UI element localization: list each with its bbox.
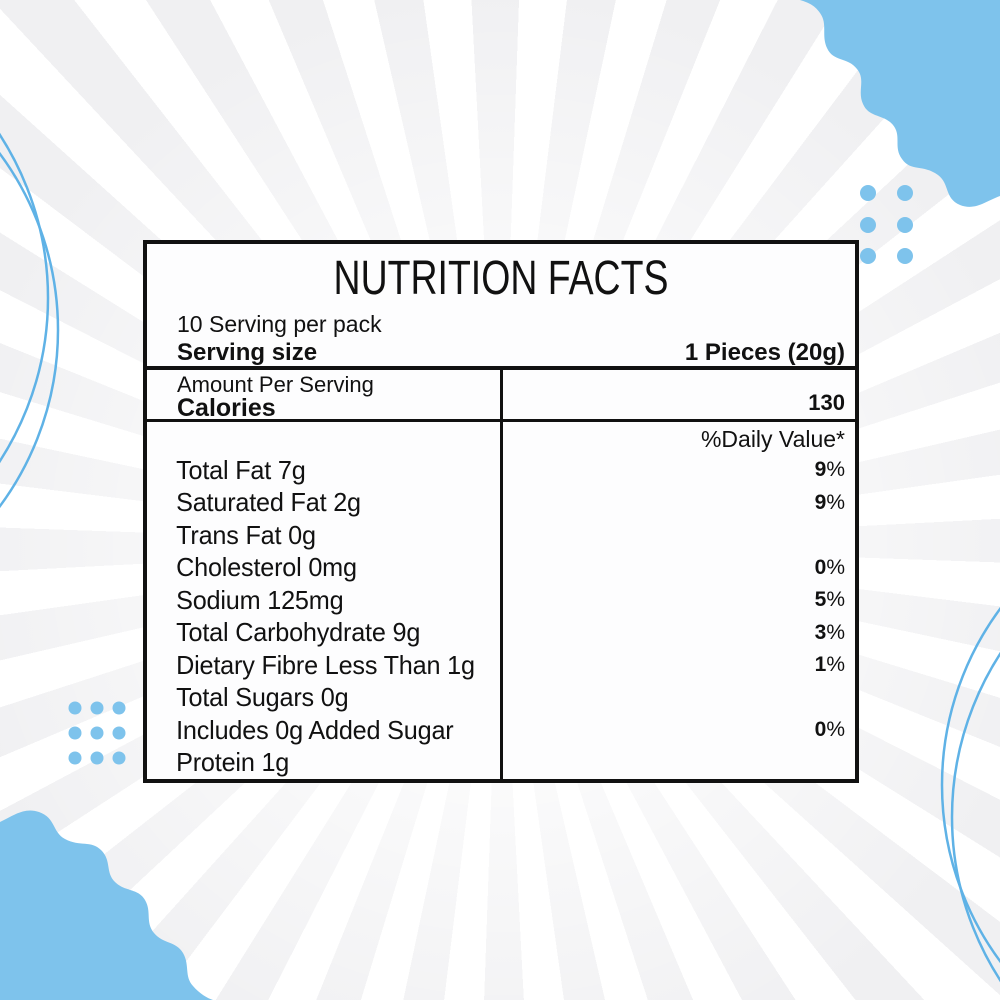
label-title: NUTRITION FACTS xyxy=(333,252,669,305)
serving-size-value: 1 Pieces (20g) xyxy=(684,339,845,366)
nutrient-label: Protein 1g xyxy=(176,747,290,778)
nutrient-daily-value: 3% xyxy=(814,620,845,644)
nutrient-label: Sodium 125mg xyxy=(176,584,344,615)
nutrient-daily-value: 9% xyxy=(814,490,845,514)
nutrient-label: Total Carbohydrate 9g xyxy=(176,617,421,648)
column-divider xyxy=(500,366,503,779)
nutrient-row: Trans Fat 0g xyxy=(147,519,855,552)
nutrient-daily-value: 9% xyxy=(814,458,845,482)
nutrient-row: Total Fat 7g 9% xyxy=(147,454,855,487)
nutrient-table: %Daily Value* Total Fat 7g 9% Saturated Fa… xyxy=(147,422,855,779)
dot-grid-bottom-left-icon xyxy=(68,701,126,765)
serving-size-label: Serving size xyxy=(177,339,318,366)
circle-outlines-right-icon xyxy=(940,607,1000,982)
calories-label: Calories xyxy=(177,394,276,422)
nutrition-label: NUTRITION FACTS 10 Serving per pack Serv… xyxy=(143,240,859,783)
nutrient-label: Cholesterol 0mg xyxy=(176,552,357,583)
dot-grid-top-right-icon xyxy=(860,185,913,264)
nutrient-label: Trans Fat 0g xyxy=(176,519,316,550)
nutrient-daily-value: 0% xyxy=(814,718,845,742)
nutrient-label: Includes 0g Added Sugar xyxy=(176,714,454,745)
nutrient-row: Cholesterol 0mg 0% xyxy=(147,552,855,585)
nutrient-daily-value: 1% xyxy=(814,653,845,677)
serving-size-row: Serving size 1 Pieces (20g) xyxy=(147,337,855,367)
daily-value-header: %Daily Value* xyxy=(700,426,845,452)
blob-top-right-icon xyxy=(800,0,1000,207)
nutrient-row: Total Sugars 0g xyxy=(147,682,855,715)
circle-outlines-left-icon xyxy=(0,133,60,508)
nutrient-label: Total Fat 7g xyxy=(176,454,306,485)
nutrient-row: Sodium 125mg 5% xyxy=(147,584,855,617)
calories-section: Amount Per Serving Calories 130 xyxy=(147,370,855,422)
label-header: NUTRITION FACTS 10 Serving per pack Serv… xyxy=(147,244,855,367)
nutrient-daily-value: 0% xyxy=(814,555,845,579)
nutrient-row: Includes 0g Added Sugar 0% xyxy=(147,714,855,747)
blob-bottom-left-icon xyxy=(0,810,213,1000)
nutrient-label: Total Sugars 0g xyxy=(176,682,349,713)
nutrient-daily-value: 5% xyxy=(814,588,845,612)
nutrient-row: Protein 1g xyxy=(147,747,855,780)
nutrient-label: Dietary Fibre Less Than 1g xyxy=(176,649,475,680)
servings-per-pack: 10 Serving per pack xyxy=(177,311,382,337)
amount-per-serving: Amount Per Serving xyxy=(177,372,374,397)
nutrient-row: Dietary Fibre Less Than 1g 1% xyxy=(147,649,855,682)
nutrient-row: Total Carbohydrate 9g 3% xyxy=(147,617,855,650)
nutrient-row: Saturated Fat 2g 9% xyxy=(147,487,855,520)
nutrient-label: Saturated Fat 2g xyxy=(176,487,361,518)
calories-value: 130 xyxy=(808,390,845,415)
